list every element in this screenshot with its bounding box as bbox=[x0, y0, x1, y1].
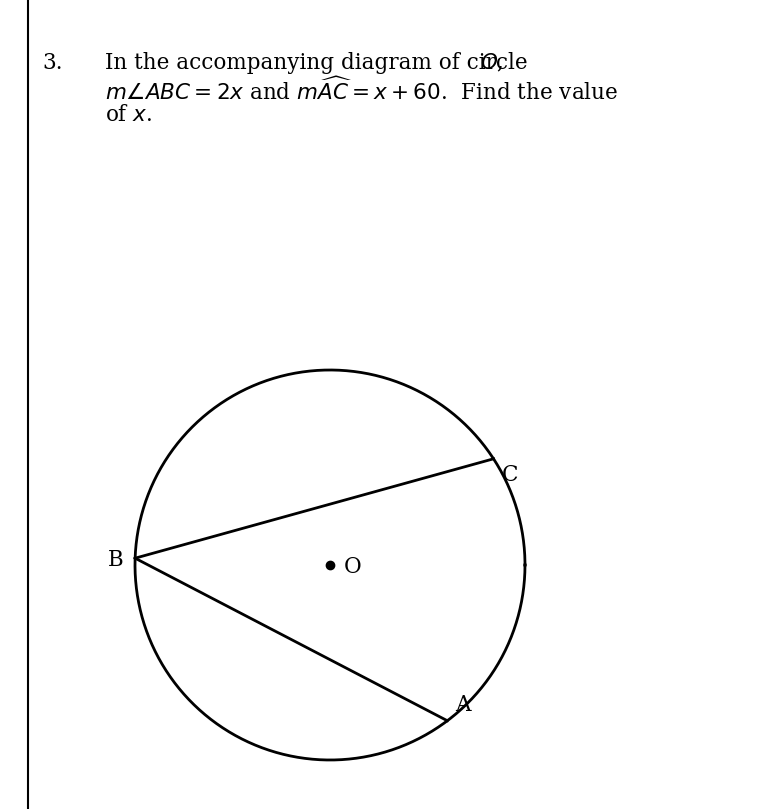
Text: B: B bbox=[107, 549, 123, 571]
Text: A: A bbox=[455, 694, 471, 716]
Text: O: O bbox=[344, 556, 362, 578]
Text: $m\angle ABC = 2x$ and $m\widehat{AC} = x + 60$.  Find the value: $m\angle ABC = 2x$ and $m\widehat{AC} = … bbox=[105, 78, 618, 105]
Text: 3.: 3. bbox=[42, 52, 62, 74]
Text: In the accompanying diagram of circle: In the accompanying diagram of circle bbox=[105, 52, 535, 74]
Text: $O$,: $O$, bbox=[480, 52, 503, 74]
Text: C: C bbox=[501, 464, 518, 485]
Text: of $x$.: of $x$. bbox=[105, 104, 152, 126]
